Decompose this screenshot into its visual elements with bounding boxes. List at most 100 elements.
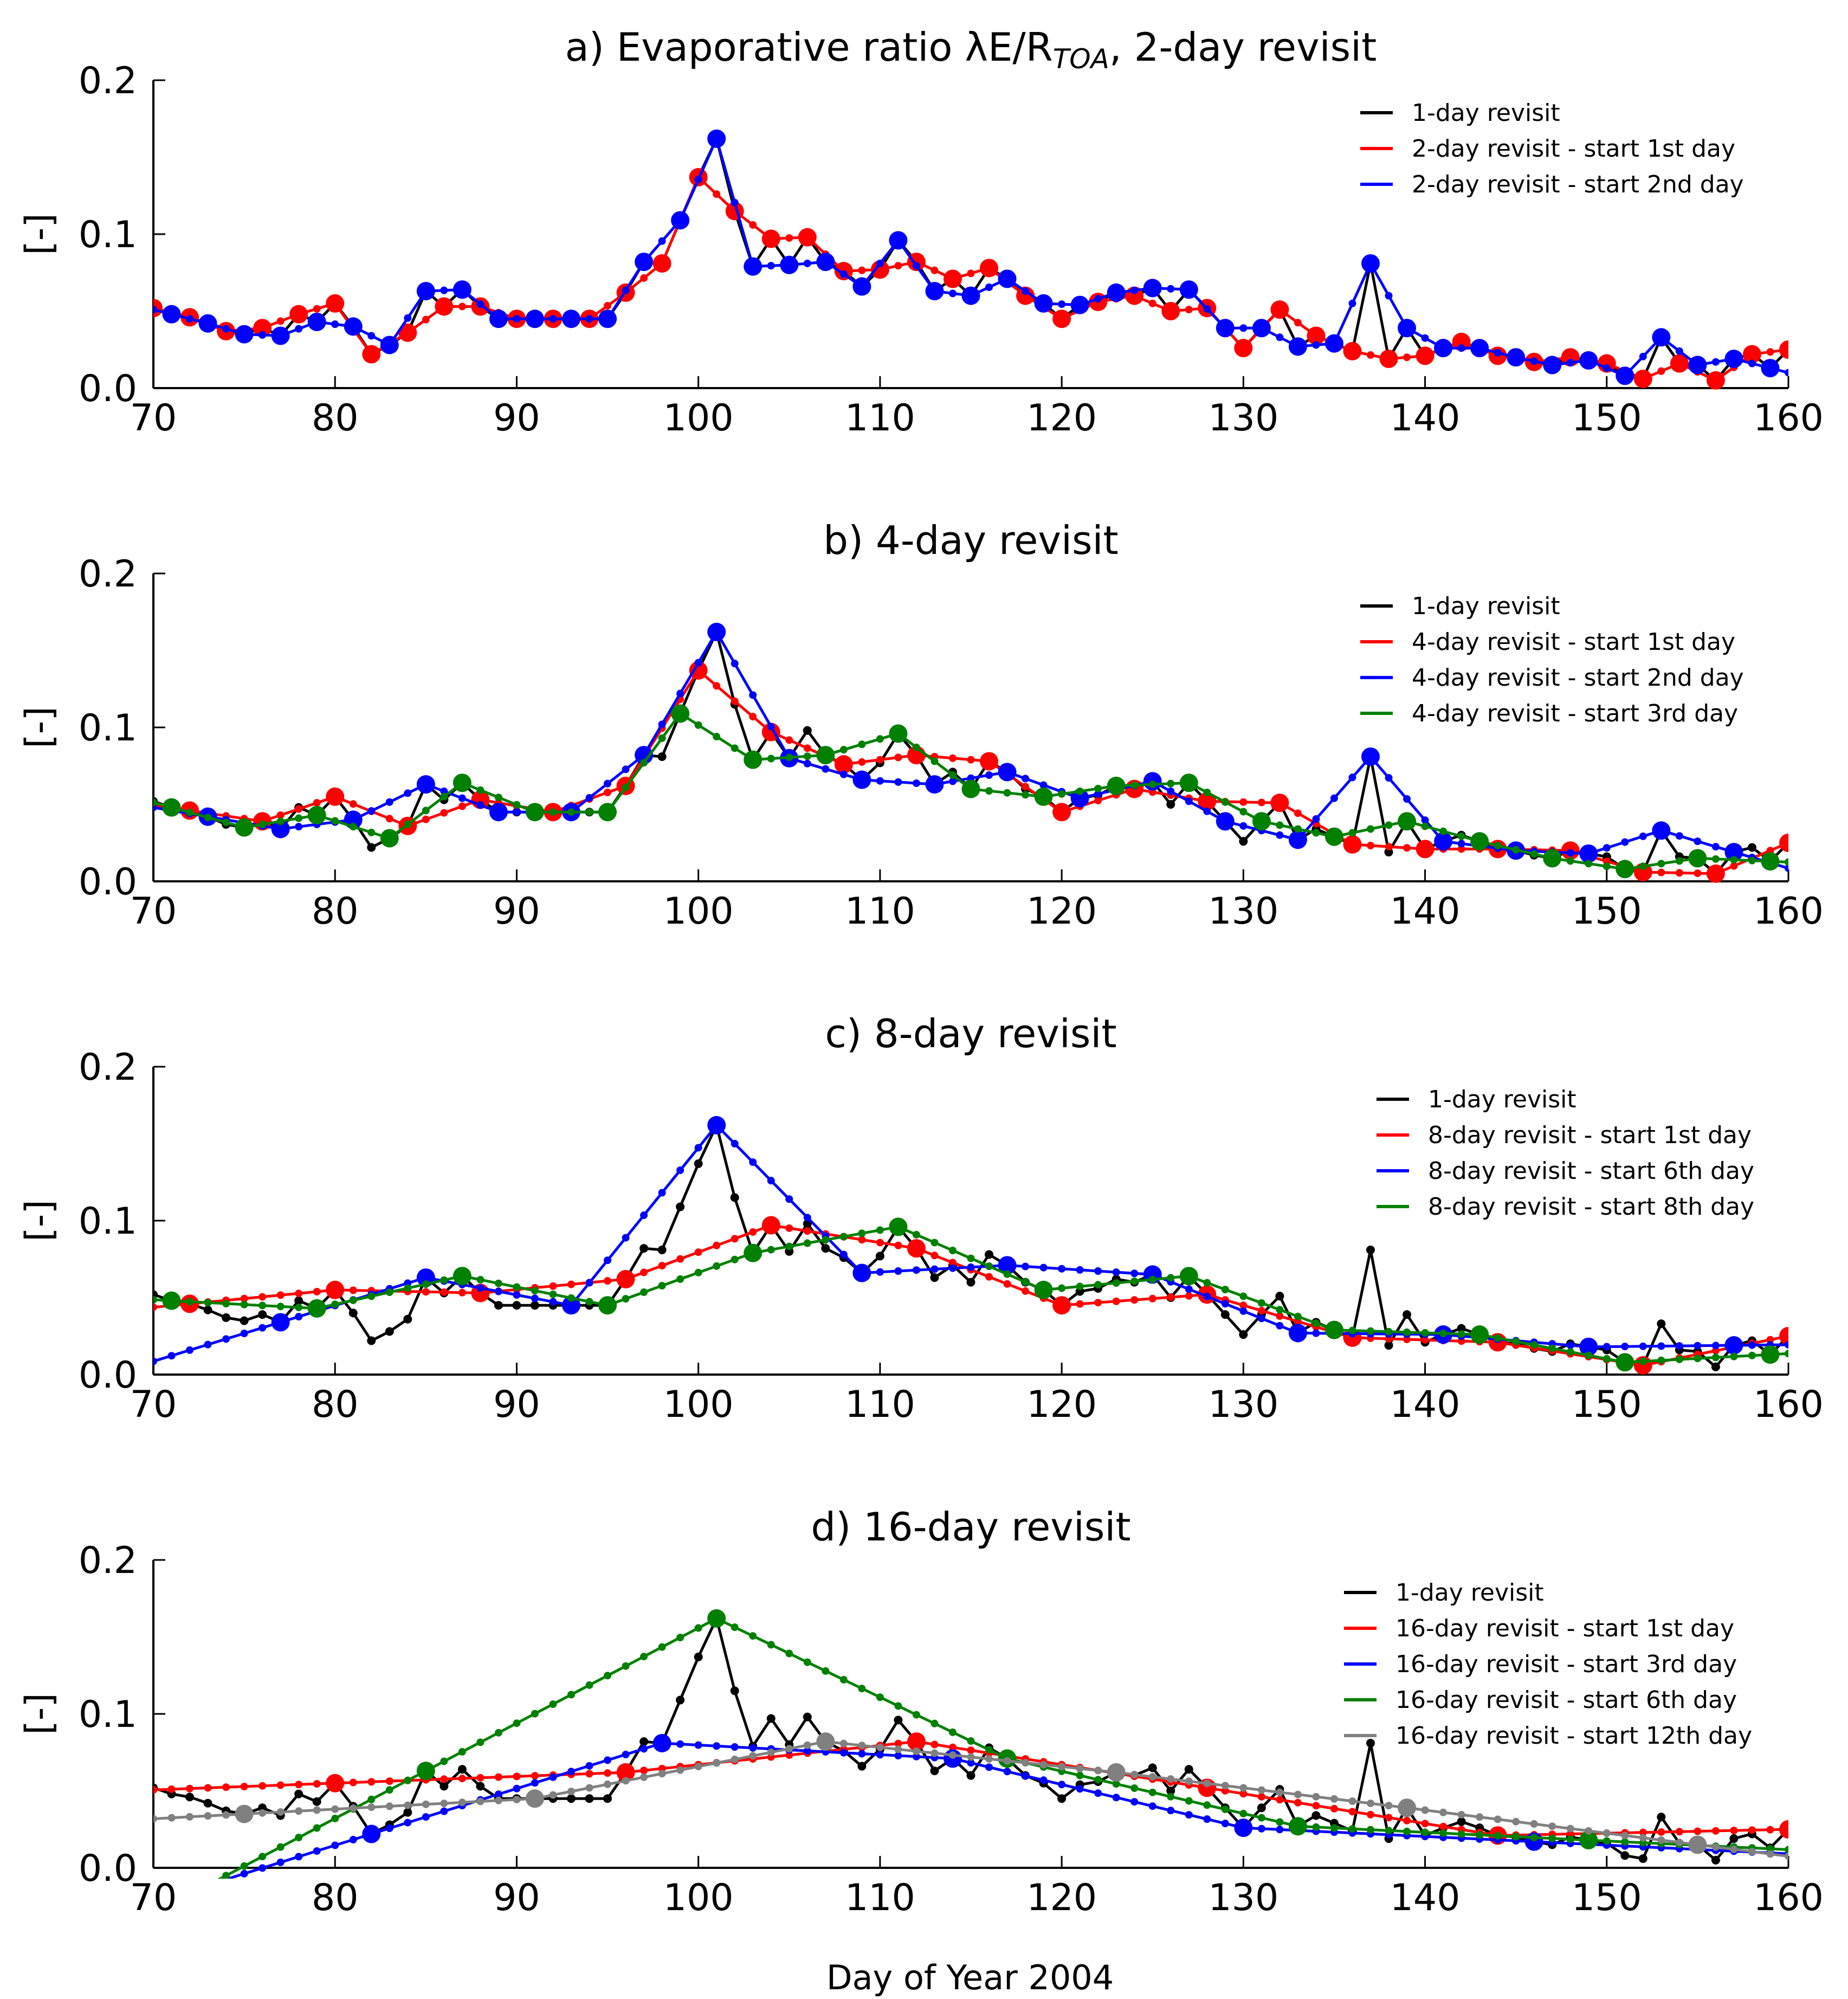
interp-point xyxy=(313,1847,321,1855)
interp-point xyxy=(1530,1834,1538,1842)
y-axis-label: [-] xyxy=(18,1200,61,1242)
interp-point xyxy=(604,1780,612,1788)
interp-point xyxy=(912,1711,920,1719)
interp-point xyxy=(622,1295,630,1303)
interp-point xyxy=(349,1835,357,1843)
daily-point xyxy=(657,1245,667,1254)
interp-point xyxy=(912,262,920,270)
sample-point xyxy=(1216,812,1235,831)
interp-point xyxy=(640,1745,648,1753)
interp-point xyxy=(1657,1356,1665,1364)
sample-point xyxy=(1252,319,1271,338)
interp-point xyxy=(1711,1353,1720,1362)
interp-point xyxy=(585,1681,593,1689)
interp-point xyxy=(658,1281,666,1289)
interp-point xyxy=(1621,1838,1629,1846)
interp-point xyxy=(567,1294,576,1302)
sample-point xyxy=(326,294,345,313)
interp-point xyxy=(404,314,412,322)
sample-point xyxy=(1343,341,1362,360)
daily-point xyxy=(312,1797,321,1806)
sample-point xyxy=(1706,371,1725,390)
interp-point xyxy=(1148,1802,1156,1810)
interp-point xyxy=(1130,286,1139,294)
interp-point xyxy=(676,1255,684,1263)
legend-entry: 16-day revisit - start 12th day xyxy=(1395,1722,1752,1750)
interp-point xyxy=(1203,1292,1211,1300)
sample-point xyxy=(562,309,581,328)
interp-point xyxy=(640,1773,648,1781)
interp-point xyxy=(894,1702,902,1710)
interp-point xyxy=(713,190,721,198)
interp-point xyxy=(1785,1846,1788,1854)
interp-point xyxy=(1494,1334,1502,1342)
interp-point xyxy=(931,1740,939,1749)
interp-point xyxy=(1439,1330,1448,1338)
sample-point xyxy=(889,724,908,743)
interp-point xyxy=(1022,1278,1030,1286)
interp-point xyxy=(1603,862,1611,870)
sample-point xyxy=(907,1239,926,1258)
sample-point xyxy=(1198,792,1217,811)
sample-point xyxy=(1742,345,1761,364)
interp-point xyxy=(1603,844,1611,852)
daily-point xyxy=(1403,1310,1412,1319)
interp-point xyxy=(876,1268,884,1276)
legend: 1-day revisit 4-day revisit - start 1st d… xyxy=(1360,592,1744,727)
interp-point xyxy=(876,1751,884,1759)
interp-point xyxy=(1203,1815,1211,1823)
daily-point xyxy=(821,1244,830,1253)
interp-point xyxy=(585,1784,593,1792)
interp-point xyxy=(749,1744,757,1752)
sample-point xyxy=(1070,295,1089,314)
interp-point xyxy=(1276,333,1284,341)
interp-point xyxy=(295,1781,303,1789)
interp-point xyxy=(1585,860,1593,868)
interp-point xyxy=(1022,783,1030,791)
daily-point xyxy=(440,1782,449,1791)
interp-point xyxy=(1639,1828,1647,1836)
interp-point xyxy=(1785,1340,1788,1349)
daily-point xyxy=(657,752,667,761)
interp-point xyxy=(440,792,448,801)
daily-point xyxy=(875,1252,884,1261)
interp-point xyxy=(676,1740,684,1748)
interp-point xyxy=(931,1749,939,1757)
sample-point xyxy=(943,269,962,288)
interp-point xyxy=(694,721,702,729)
interp-point xyxy=(658,720,666,728)
sample-point xyxy=(852,1263,871,1282)
sample-point xyxy=(598,803,617,822)
daily-point xyxy=(1747,843,1756,852)
x-tick-label: 140 xyxy=(1390,890,1461,933)
interp-point xyxy=(331,817,339,825)
interp-point xyxy=(1566,857,1574,865)
sample-point xyxy=(925,282,944,301)
interp-point xyxy=(1094,1281,1102,1289)
x-tick-label: 110 xyxy=(845,890,915,933)
interp-point xyxy=(767,1246,775,1254)
interp-point xyxy=(1566,1824,1574,1833)
sample-point xyxy=(1143,279,1162,298)
interp-point xyxy=(604,1277,612,1285)
sample-point xyxy=(525,309,544,328)
interp-point xyxy=(240,1294,248,1302)
interp-point xyxy=(531,1772,539,1780)
interp-point xyxy=(1185,1797,1193,1805)
interp-point xyxy=(1348,829,1356,837)
sample-point xyxy=(1343,835,1362,854)
interp-point xyxy=(1239,1292,1248,1300)
y-tick-label: 0.2 xyxy=(79,1539,137,1582)
sample-point xyxy=(1107,1763,1126,1782)
interp-point xyxy=(494,1773,502,1781)
daily-point xyxy=(457,1765,467,1774)
interp-point xyxy=(1457,344,1465,352)
interp-point xyxy=(948,289,957,298)
interp-point xyxy=(1639,1342,1647,1350)
interp-point xyxy=(658,734,666,742)
interp-point xyxy=(1022,1772,1030,1780)
interp-point xyxy=(1185,1811,1193,1819)
interp-point xyxy=(404,1776,412,1784)
x-tick-label: 120 xyxy=(1026,1383,1097,1426)
interp-point xyxy=(1257,1814,1265,1822)
